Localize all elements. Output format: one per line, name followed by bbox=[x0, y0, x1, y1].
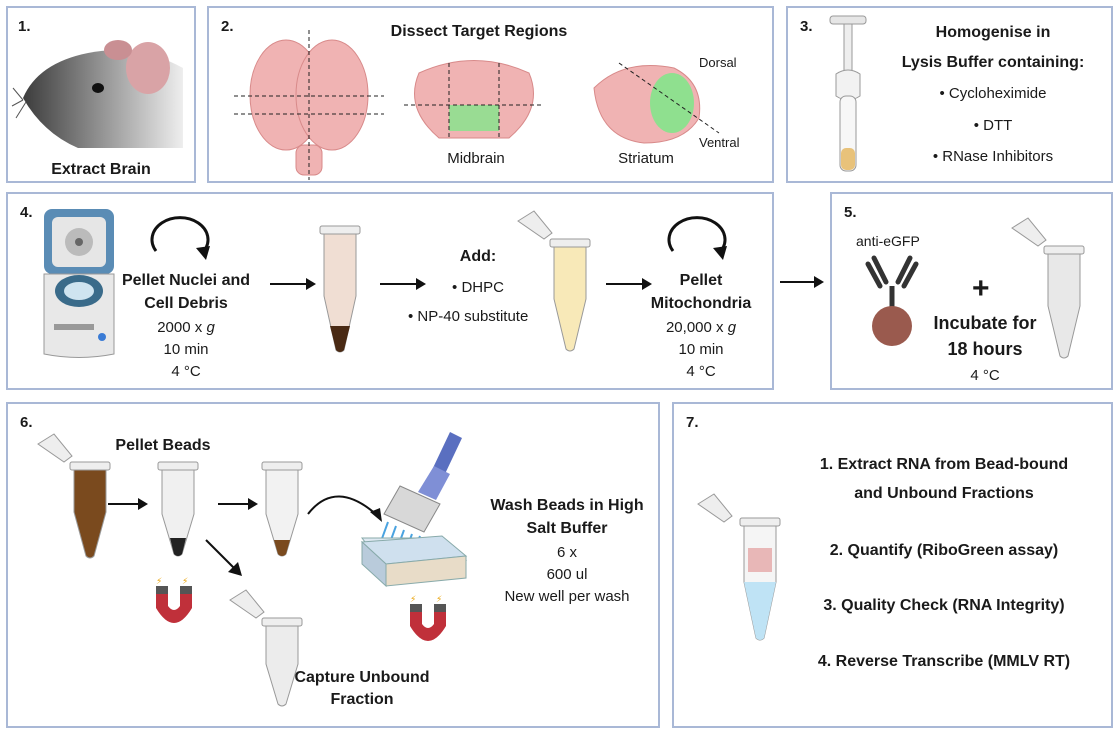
panel-7: 7. 1. Extract RNA from Bead-bound and Un… bbox=[672, 402, 1113, 728]
svg-text:⚡: ⚡ bbox=[410, 595, 416, 605]
step1-time: 10 min bbox=[163, 341, 209, 358]
flow-arrow-icon bbox=[270, 278, 316, 290]
antibody-label: anti-eGFP bbox=[856, 233, 920, 249]
step2-line1: Pellet bbox=[679, 272, 723, 289]
tube-yellow-icon bbox=[517, 210, 591, 352]
step-number: 7. bbox=[686, 414, 699, 431]
panel-title: Dissect Target Regions bbox=[390, 23, 568, 40]
magnet-icon: ⚡ ⚡ bbox=[156, 577, 192, 623]
homogenise-title-line2: Lysis Buffer containing: bbox=[901, 54, 1085, 71]
pellet-beads-label: Pellet Beads bbox=[115, 437, 211, 454]
step-number: 3. bbox=[800, 18, 813, 35]
panel-transition-arrow-icon bbox=[780, 276, 824, 288]
step1-line1: Pellet Nuclei and bbox=[121, 272, 251, 289]
panel-6: 6. Pellet Beads ⚡ ⚡ Capture Unbound Frac… bbox=[6, 402, 660, 728]
incubate-line2: 18 hours bbox=[947, 339, 1023, 359]
step2-temp: 4 °C bbox=[686, 363, 716, 380]
step-number: 6. bbox=[20, 414, 33, 431]
homogenise-title-line1: Homogenise in bbox=[935, 24, 1051, 41]
diagonal-arrow-icon bbox=[205, 539, 242, 576]
step-number: 5. bbox=[844, 204, 857, 221]
svg-text:⚡: ⚡ bbox=[182, 577, 188, 587]
svg-text:⚡: ⚡ bbox=[156, 577, 162, 587]
step2-time: 10 min bbox=[678, 341, 724, 358]
striatum-label: Striatum bbox=[618, 150, 674, 167]
step1-speed: 2000 x g bbox=[157, 319, 215, 336]
panel-2: 2. Dissect Target Regions Midbrain Stria… bbox=[207, 6, 774, 183]
panel-title: Extract Brain bbox=[51, 161, 151, 178]
wash-repeats: 6 x bbox=[556, 544, 577, 561]
capture-line2: Fraction bbox=[330, 691, 394, 708]
step-number: 4. bbox=[20, 204, 33, 221]
mouse-head-icon bbox=[11, 40, 183, 149]
step1-line2: Cell Debris bbox=[144, 295, 228, 312]
magnet-icon: ⚡ ⚡ bbox=[410, 595, 446, 641]
tube-small-pellet-icon bbox=[261, 461, 303, 557]
flow-arrow-icon bbox=[218, 498, 258, 510]
wash-line2: Salt Buffer bbox=[526, 520, 608, 537]
final-step-3: 3. Quality Check (RNA Integrity) bbox=[823, 597, 1065, 614]
step-number: 2. bbox=[221, 18, 234, 35]
ventral-label: Ventral bbox=[699, 135, 740, 150]
spin-arrow-icon bbox=[150, 216, 210, 260]
reagent-dtt: • DTT bbox=[973, 117, 1013, 134]
incubate-temp: 4 °C bbox=[970, 367, 1000, 384]
step-number: 1. bbox=[18, 18, 31, 35]
midbrain-section-icon bbox=[404, 60, 544, 139]
reagent-cycloheximide: • Cycloheximide bbox=[939, 85, 1047, 102]
reagent-rnase-inhibitors: • RNase Inhibitors bbox=[932, 148, 1054, 165]
wash-line1: Wash Beads in High bbox=[490, 497, 644, 514]
incubate-line1: Incubate for bbox=[933, 313, 1037, 333]
add-np40: • NP-40 substitute bbox=[408, 308, 529, 325]
brain-top-view-icon bbox=[234, 30, 384, 180]
homogeniser-icon bbox=[829, 15, 867, 172]
wash-volume: 600 ul bbox=[546, 566, 588, 583]
svg-text:⚡: ⚡ bbox=[436, 595, 442, 605]
spin-arrow-icon bbox=[667, 216, 727, 260]
step1-temp: 4 °C bbox=[171, 363, 201, 380]
striatum-section-icon bbox=[593, 62, 720, 144]
capture-line1: Capture Unbound bbox=[294, 669, 430, 686]
plus-sign: + bbox=[972, 272, 990, 305]
final-step-1-line1: 1. Extract RNA from Bead-bound bbox=[819, 456, 1069, 473]
panel-4: 4. Pellet Nuclei and Cell Debris 2000 x … bbox=[6, 192, 774, 390]
step2-speed: 20,000 x g bbox=[665, 319, 737, 336]
panel-5: 5. anti-eGFP + Incubate for 18 hours 4 °… bbox=[830, 192, 1113, 390]
final-step-1-line2: and Unbound Fractions bbox=[854, 485, 1034, 502]
flow-arrow-icon bbox=[380, 278, 426, 290]
flow-arrow-icon bbox=[606, 278, 652, 290]
centrifuge-icon bbox=[43, 209, 115, 358]
add-dhpc: • DHPC bbox=[452, 279, 504, 296]
antibody-bead-icon bbox=[865, 255, 919, 346]
final-step-4: 4. Reverse Transcribe (MMLV RT) bbox=[817, 653, 1071, 670]
tube-rna-layers-icon bbox=[697, 493, 781, 641]
tube-with-pellet-icon bbox=[319, 225, 361, 353]
flow-arrow-icon bbox=[108, 498, 148, 510]
panel-1: 1. Extract Brain bbox=[6, 6, 196, 183]
wash-note: New well per wash bbox=[504, 588, 630, 605]
dorsal-label: Dorsal bbox=[699, 55, 737, 70]
step2-line2: Mitochondria bbox=[650, 295, 752, 312]
panel-3: 3. Homogenise in Lysis Buffer containing… bbox=[786, 6, 1113, 183]
curved-arrow-icon bbox=[307, 495, 382, 522]
add-title: Add: bbox=[459, 248, 497, 265]
tube-empty-icon bbox=[1011, 217, 1085, 359]
bead-plate-icon bbox=[360, 535, 468, 588]
midbrain-label: Midbrain bbox=[447, 150, 505, 167]
final-step-2: 2. Quantify (RiboGreen assay) bbox=[829, 542, 1059, 559]
tube-brown-icon bbox=[37, 433, 111, 559]
tube-bead-pellet-icon bbox=[157, 461, 199, 557]
tube-unbound-icon bbox=[229, 589, 303, 707]
